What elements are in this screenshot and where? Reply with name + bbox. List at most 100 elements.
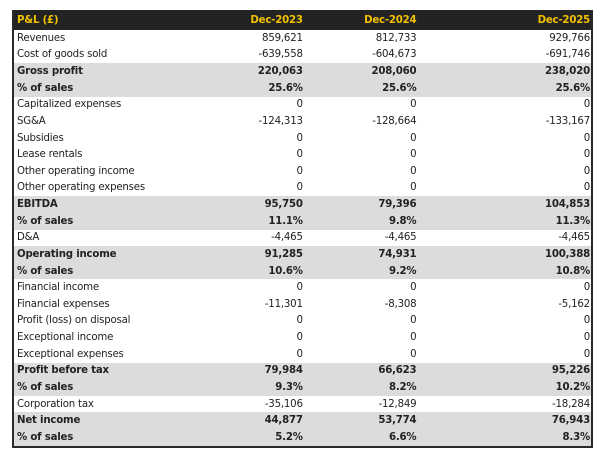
table-row: % of sales 9.3% 8.2% 10.2% (14, 379, 591, 396)
table-row: Profit before tax 79,984 66,623 95,226 (14, 362, 591, 380)
row-value: -5,162 (558, 298, 590, 310)
row-value: -8,308 (384, 298, 417, 310)
row-value: 0 (410, 99, 417, 111)
row-label: Other operating expenses (17, 182, 145, 194)
row-label: Profit (loss) on disposal (17, 315, 131, 327)
row-value: 0 (410, 282, 417, 294)
row-label: % of sales (17, 82, 74, 94)
row-value: 10.8% (555, 265, 591, 277)
row-value: 10.2% (555, 381, 591, 393)
row-label: Financial income (17, 282, 99, 294)
table-row: Profit (loss) on disposal 0 0 0 (14, 313, 591, 330)
row-value: 0 (583, 149, 590, 161)
row-value: 0 (410, 182, 417, 194)
row-value: -124,313 (258, 115, 303, 127)
row-label: % of sales (17, 381, 74, 393)
row-value: 238,020 (544, 66, 590, 78)
row-value: 0 (410, 149, 417, 161)
row-label: % of sales (17, 265, 74, 277)
row-value: 11.3% (555, 215, 591, 227)
row-value: 208,060 (371, 66, 417, 78)
table-row: EBITDA 95,750 79,396 104,853 (14, 196, 591, 213)
row-value: 79,396 (378, 199, 417, 211)
row-label: Profit before tax (17, 365, 109, 377)
table-row: Other operating expenses 0 0 0 (14, 180, 591, 197)
row-value: -639,558 (258, 49, 303, 61)
row-value: 8.3% (562, 431, 591, 443)
row-value: 91,285 (264, 248, 303, 260)
row-value: -604,673 (372, 49, 417, 61)
row-label: Cost of goods sold (17, 49, 108, 61)
row-value: 0 (583, 99, 590, 111)
row-label: Corporation tax (17, 398, 94, 410)
row-label: D&A (17, 232, 40, 244)
row-value: 0 (296, 149, 303, 161)
row-value: 10.6% (268, 265, 303, 277)
table-row: Financial income 0 0 0 (14, 279, 591, 296)
row-value: 0 (583, 132, 590, 144)
row-value: 859,621 (262, 32, 303, 44)
row-value: -133,167 (545, 115, 590, 127)
row-value: 0 (583, 332, 590, 344)
row-label: Exceptional income (17, 332, 114, 344)
row-value: 0 (296, 282, 303, 294)
row-value: -128,664 (372, 115, 417, 127)
table-row: Net income 44,877 53,774 76,943 (14, 412, 591, 429)
row-value: -4,465 (384, 232, 417, 244)
row-value: 0 (296, 315, 303, 327)
table-title: P&L (£) (17, 14, 59, 26)
row-value: -4,465 (558, 232, 590, 244)
table-row: % of sales 25.6% 25.6% 25.6% (14, 79, 591, 97)
table-row: Subsidies 0 0 0 (14, 130, 591, 147)
row-value: -4,465 (271, 232, 303, 244)
column-header: Dec-2024 (364, 14, 417, 26)
row-value: 53,774 (378, 415, 417, 427)
table-row: D&A -4,465 -4,465 -4,465 (14, 230, 591, 247)
row-value: 25.6% (555, 82, 591, 94)
row-value: 220,063 (257, 66, 303, 78)
row-value: 9.2% (388, 265, 417, 277)
row-value: 0 (583, 165, 590, 177)
row-value: 0 (296, 332, 303, 344)
table-row: Gross profit 220,063 208,060 238,020 (14, 63, 591, 80)
row-value: 8.2% (388, 381, 417, 393)
row-value: 0 (296, 348, 303, 360)
row-value: 9.3% (275, 381, 303, 393)
table-row: Corporation tax -35,106 -12,849 -18,284 (14, 396, 591, 413)
row-value: 79,984 (264, 365, 303, 377)
row-value: 0 (296, 182, 303, 194)
table-row: % of sales 10.6% 9.2% 10.8% (14, 262, 591, 280)
table-row: Operating income 91,285 74,931 100,388 (14, 246, 591, 263)
row-label: % of sales (17, 431, 74, 443)
table-row: Exceptional income 0 0 0 (14, 329, 591, 346)
row-value: 104,853 (544, 199, 590, 211)
table-header: P&L (£) Dec-2023 Dec-2024 Dec-2025 (14, 10, 591, 30)
table-row: Capitalized expenses 0 0 0 (14, 97, 591, 114)
row-value: 5.2% (275, 431, 303, 443)
row-value: 0 (583, 348, 590, 360)
row-value: 9.8% (388, 215, 417, 227)
row-value: -11,301 (264, 298, 303, 310)
table-row: Lease rentals 0 0 0 (14, 146, 591, 163)
row-value: 0 (296, 99, 303, 111)
table-row: % of sales 5.2% 6.6% 8.3% (14, 429, 591, 446)
row-value: -691,746 (545, 49, 590, 61)
row-value: 0 (296, 132, 303, 144)
row-value: 25.6% (268, 82, 303, 94)
row-label: Revenues (17, 32, 66, 44)
row-value: 0 (583, 315, 590, 327)
row-value: 812,733 (375, 32, 417, 44)
table-row: Exceptional expenses 0 0 0 (14, 346, 591, 363)
row-label: Exceptional expenses (17, 348, 124, 360)
table-row: Cost of goods sold -639,558 -604,673 -691,7… (14, 47, 591, 64)
row-value: 66,623 (378, 365, 417, 377)
row-value: 95,226 (551, 365, 590, 377)
row-value: 0 (583, 182, 590, 194)
table-body: Revenues 859,621 812,733 929,766 Cost of goo… (14, 30, 591, 446)
row-value: -18,284 (552, 398, 590, 410)
row-value: 95,750 (264, 199, 303, 211)
row-label: SG&A (17, 115, 46, 127)
row-value: 76,943 (551, 415, 590, 427)
table-row: % of sales 11.1% 9.8% 11.3% (14, 212, 591, 230)
table-row: Revenues 859,621 812,733 929,766 (14, 30, 591, 47)
